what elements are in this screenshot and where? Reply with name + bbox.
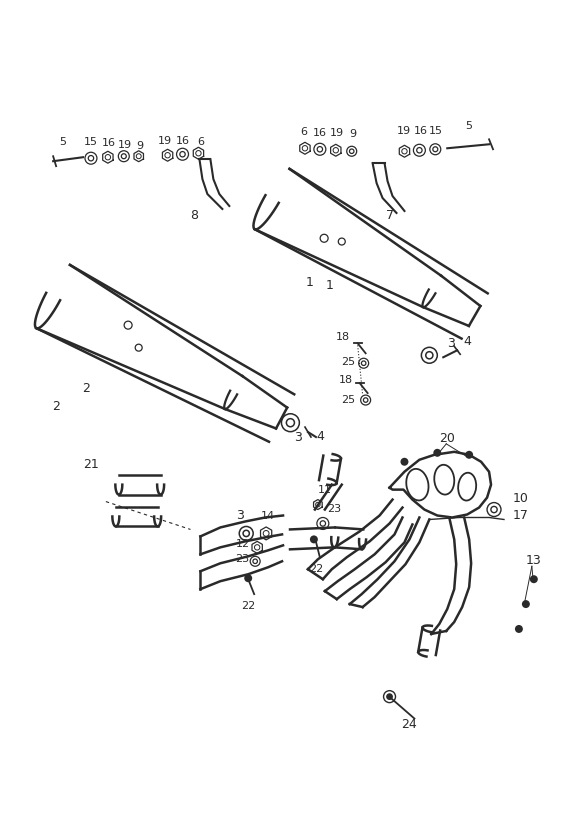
Text: 13: 13	[526, 555, 542, 567]
Text: 1: 1	[326, 279, 333, 292]
Text: 22: 22	[241, 601, 255, 611]
Text: 17: 17	[513, 509, 529, 522]
Circle shape	[433, 449, 441, 456]
Text: 3: 3	[294, 431, 303, 443]
Circle shape	[401, 458, 409, 466]
Circle shape	[515, 625, 523, 633]
Text: 24: 24	[402, 719, 417, 732]
Text: 19: 19	[330, 129, 344, 138]
Text: 18: 18	[339, 375, 353, 385]
Text: 10: 10	[513, 492, 529, 504]
Text: 16: 16	[313, 129, 327, 138]
Text: 4: 4	[463, 335, 471, 349]
Text: 20: 20	[440, 432, 455, 445]
Text: 15: 15	[84, 138, 98, 147]
Text: 16: 16	[102, 138, 116, 148]
Text: 16: 16	[175, 136, 189, 147]
Text: 7: 7	[385, 209, 394, 222]
Text: 18: 18	[336, 332, 350, 342]
Text: 16: 16	[413, 126, 427, 136]
Circle shape	[387, 694, 392, 700]
Text: 9: 9	[349, 129, 356, 139]
Text: 19: 19	[157, 136, 171, 147]
Text: 14: 14	[261, 512, 275, 522]
Text: 5: 5	[466, 121, 473, 131]
Text: 19: 19	[118, 140, 132, 150]
Text: 22: 22	[309, 564, 323, 574]
Text: 3: 3	[236, 509, 244, 522]
Text: 2: 2	[82, 382, 90, 395]
Circle shape	[465, 451, 473, 459]
Text: 6: 6	[300, 128, 307, 138]
Text: 11: 11	[318, 485, 332, 494]
Text: 3: 3	[447, 337, 455, 350]
Text: 1: 1	[306, 275, 314, 288]
Text: 21: 21	[83, 458, 99, 471]
Text: 15: 15	[429, 126, 443, 136]
Circle shape	[530, 575, 538, 583]
Text: 9: 9	[136, 141, 143, 152]
Text: 12: 12	[236, 540, 250, 550]
Circle shape	[244, 574, 252, 583]
Text: 19: 19	[396, 126, 410, 136]
Text: 23: 23	[235, 555, 250, 564]
Circle shape	[522, 600, 530, 608]
Text: 2: 2	[52, 400, 60, 413]
Text: 4: 4	[316, 430, 324, 443]
Circle shape	[310, 536, 318, 543]
Text: 5: 5	[59, 138, 66, 147]
Text: 23: 23	[326, 503, 341, 513]
Text: 8: 8	[191, 209, 198, 222]
Text: 25: 25	[340, 358, 355, 368]
Text: 25: 25	[340, 395, 355, 405]
Text: 6: 6	[197, 138, 204, 147]
